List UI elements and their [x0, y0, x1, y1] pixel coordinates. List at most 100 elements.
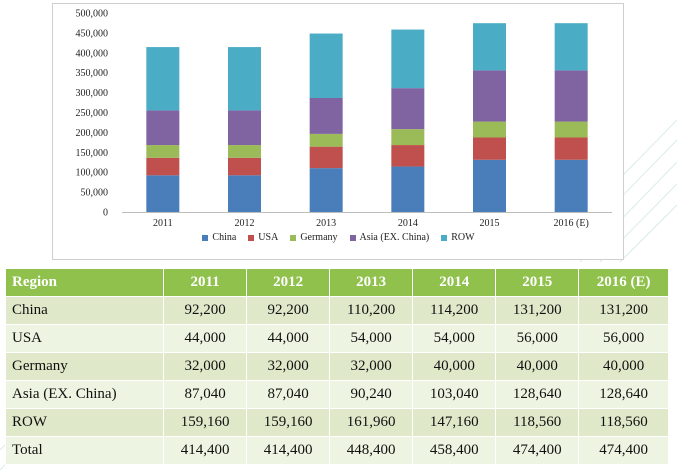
table-row: Asia (EX. China) 87,040 87,040 90,240 103,04…: [4, 380, 669, 409]
table-cell: 110,200: [329, 296, 414, 325]
table-cell: 131,200: [578, 296, 669, 325]
y-tick-label: 300,000: [76, 88, 109, 99]
bar-segment-asia-ex-china: [228, 110, 261, 146]
bar-segment-china: [146, 175, 180, 212]
table-cell: 128,640: [495, 380, 580, 409]
x-tick-label: 2012: [235, 218, 255, 229]
table-cell: 54,000: [412, 324, 497, 353]
table-cell: 147,160: [412, 408, 497, 437]
bar-segment-usa: [309, 146, 343, 169]
legend-swatch: [202, 234, 209, 241]
x-tick-label: 2011: [153, 218, 173, 229]
bar-segment-china: [554, 159, 588, 212]
x-tick-label: 2015: [480, 218, 500, 229]
y-tick-label: 0: [103, 208, 108, 219]
y-tick-label: 150,000: [76, 148, 109, 159]
table-cell: 40,000: [412, 352, 497, 381]
table-cell: Germany: [4, 352, 165, 381]
table-cell: 92,200: [163, 296, 248, 325]
table-cell: 414,400: [246, 436, 331, 465]
bar-segment-asia-ex-china: [473, 70, 506, 122]
table-cell: 92,200: [246, 296, 331, 325]
legend-item: Asia (EX. China): [349, 232, 430, 243]
x-tick-label: 2013: [316, 218, 336, 229]
table-cell: 87,040: [163, 380, 248, 409]
data-table: Region 2011 2012 2013 2014 2015 2016 (E) China…: [4, 268, 669, 465]
table-header-row: Region 2011 2012 2013 2014 2015 2016 (E): [4, 268, 669, 297]
table-header-cell: 2015: [495, 268, 580, 297]
table-cell: Total: [4, 436, 165, 465]
bar-segment-germany: [473, 121, 506, 138]
table-cell: 448,400: [329, 436, 414, 465]
legend-swatch: [349, 234, 356, 241]
table-cell: ROW: [4, 408, 165, 437]
table-cell: 32,000: [163, 352, 248, 381]
table-cell: 128,640: [578, 380, 669, 409]
table-cell: 44,000: [163, 324, 248, 353]
legend-label: China: [212, 232, 237, 243]
y-tick-label: 50,000: [81, 188, 109, 199]
table-cell: China: [4, 296, 165, 325]
table-cell: 414,400: [163, 436, 248, 465]
y-tick-label: 450,000: [76, 28, 109, 39]
table-cell: 40,000: [578, 352, 669, 381]
bar-segment-row: [473, 23, 506, 71]
bar-segment-germany: [146, 145, 180, 158]
legend-swatch: [248, 234, 255, 241]
table-cell: 118,560: [578, 408, 669, 437]
bar-segment-asia-ex-china: [391, 88, 425, 130]
bar-segment-germany: [391, 129, 425, 146]
table-cell: 159,160: [163, 408, 248, 437]
legend-label: Germany: [300, 232, 338, 243]
legend-item: ROW: [441, 232, 475, 243]
table-cell: 56,000: [578, 324, 669, 353]
bar-segment-row: [309, 33, 343, 98]
table-cell: 32,000: [329, 352, 414, 381]
bar-segment-row: [228, 47, 261, 111]
x-tick-label: 2014: [398, 218, 418, 229]
table-cell: 161,960: [329, 408, 414, 437]
table-cell: 159,160: [246, 408, 331, 437]
x-tick-label: 2016 (E): [554, 218, 589, 229]
table-cell: 474,400: [495, 436, 580, 465]
bar-segment-usa: [473, 137, 506, 160]
table-row: Germany 32,000 32,000 32,000 40,000 40,000 40,…: [4, 352, 669, 381]
table-cell: 54,000: [329, 324, 414, 353]
bar-segment-row: [554, 23, 588, 71]
bar-segment-row: [146, 47, 180, 111]
table-cell: 32,000: [246, 352, 331, 381]
legend-label: Asia (EX. China): [359, 232, 430, 243]
table-cell: 40,000: [495, 352, 580, 381]
table-cell: 90,240: [329, 380, 414, 409]
table-cell: 118,560: [495, 408, 580, 437]
legend-item: Germany: [290, 232, 338, 243]
y-tick-label: 500,000: [76, 9, 109, 20]
y-tick-label: 350,000: [76, 68, 109, 79]
table-cell: 44,000: [246, 324, 331, 353]
bar-segment-usa: [146, 157, 180, 176]
table-row: China 92,200 92,200 110,200 114,200 131,200 13…: [4, 296, 669, 325]
table-cell: Asia (EX. China): [4, 380, 165, 409]
bar-segment-germany: [309, 133, 343, 147]
table-cell: USA: [4, 324, 165, 353]
bar-segment-china: [309, 168, 343, 212]
table-header-cell: 2011: [163, 268, 248, 297]
table-header-cell: 2013: [329, 268, 414, 297]
stacked-bar-chart: 0 50,000 100,000 150,000 200,000 250,000 300,0…: [76, 9, 612, 229]
bar-segment-germany: [228, 145, 261, 158]
legend-swatch: [441, 234, 448, 241]
table-header-cell: 2016 (E): [578, 268, 669, 297]
legend-label: USA: [258, 232, 279, 243]
bar-segment-usa: [554, 137, 588, 160]
y-tick-label: 200,000: [76, 128, 109, 139]
table-cell: 474,400: [578, 436, 669, 465]
table-cell: 56,000: [495, 324, 580, 353]
table-cell: 87,040: [246, 380, 331, 409]
bar-segment-china: [228, 175, 261, 212]
bar-segment-usa: [391, 145, 425, 167]
bar-segment-germany: [554, 121, 588, 138]
bar-segment-row: [391, 29, 425, 89]
table-header-cell: 2014: [412, 268, 497, 297]
table-cell: 114,200: [412, 296, 497, 325]
legend-label: ROW: [451, 232, 475, 243]
